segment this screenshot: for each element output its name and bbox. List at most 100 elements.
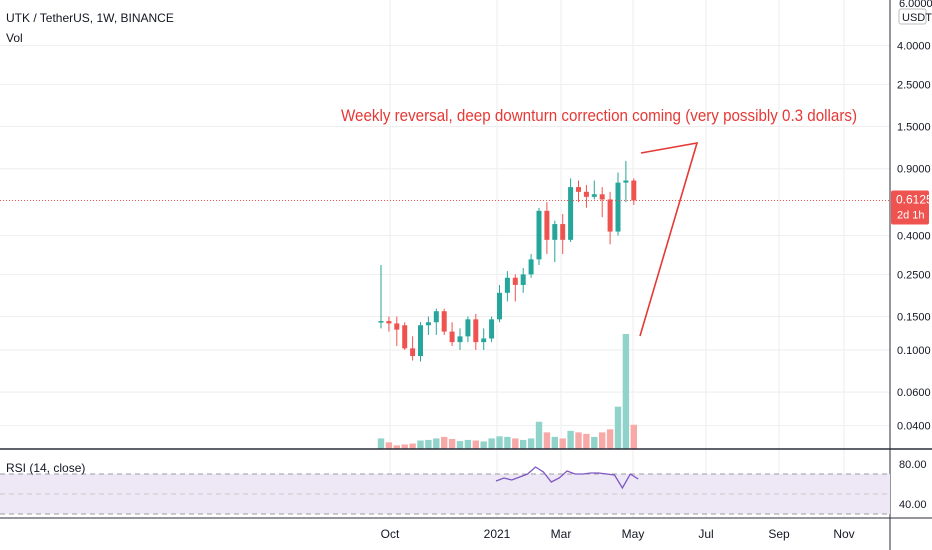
price-tick: 1.5000 xyxy=(897,122,931,134)
volume-bar xyxy=(480,441,487,449)
symbol-title: UTK / TetherUS, 1W, BINANCE xyxy=(6,11,174,25)
volume-bar xyxy=(488,438,495,449)
volume-bar xyxy=(512,438,519,449)
annotation-line xyxy=(639,141,699,337)
volume-bar xyxy=(614,406,622,449)
time-tick: Jul xyxy=(698,527,713,541)
last-price-badge xyxy=(891,190,929,225)
candle-body xyxy=(623,180,629,183)
candle-body xyxy=(497,292,502,320)
volume-bar xyxy=(575,432,582,449)
time-tick: Mar xyxy=(551,527,572,541)
price-tick: 0.0400 xyxy=(897,421,931,433)
volume-bar xyxy=(464,439,472,449)
volume-bar xyxy=(535,421,543,449)
price-tick: 0.1000 xyxy=(897,345,931,357)
candle-body xyxy=(504,277,510,293)
candle-body xyxy=(481,338,487,343)
volume-bar xyxy=(551,436,558,449)
volume-bar xyxy=(385,442,393,449)
candle-body xyxy=(441,311,447,332)
volume-bar xyxy=(583,433,590,449)
volume-bar xyxy=(567,430,574,449)
candle-body xyxy=(425,322,431,326)
candle-body xyxy=(465,319,471,337)
time-tick: 2021 xyxy=(484,527,511,541)
candle-body xyxy=(489,319,495,339)
price-tick: 0.9000 xyxy=(897,164,931,176)
volume-bar xyxy=(377,438,385,449)
volume-bar xyxy=(448,439,456,449)
candle-body xyxy=(583,191,589,197)
volume-bar xyxy=(456,441,464,449)
unit-badge xyxy=(898,8,927,25)
time-tick: May xyxy=(622,527,645,541)
time-tick: Oct xyxy=(381,527,400,541)
price-tick: 4.0000 xyxy=(897,41,931,53)
candle-body xyxy=(402,325,408,349)
volume-bar xyxy=(425,439,432,449)
rsi-tick: 80.00 xyxy=(899,459,927,471)
volume-bar xyxy=(401,444,408,449)
price-axis[interactable]: 4.0000 2.5000 1.5000 0.9000 0.4000 0.2500 0.15… xyxy=(897,41,931,433)
candle-body xyxy=(520,274,526,285)
volume-label: Vol xyxy=(6,31,23,45)
price-tick: 2.5000 xyxy=(897,79,931,91)
volume-bar xyxy=(591,436,598,449)
volume-bar xyxy=(622,334,630,449)
candle-body xyxy=(552,224,558,240)
candle-body xyxy=(457,336,463,343)
volume-bar xyxy=(599,432,606,449)
price-tick: 0.1500 xyxy=(897,312,931,324)
candles xyxy=(378,160,637,362)
price-axis-top-label: 6.0000 xyxy=(899,0,932,10)
volume-bar xyxy=(472,440,479,449)
volume-bar xyxy=(496,436,503,449)
volume-bar xyxy=(543,432,551,449)
time-tick: Nov xyxy=(833,527,854,541)
bar-countdown: 2d 1h xyxy=(897,209,925,221)
rsi-tick: 40.00 xyxy=(899,499,927,511)
candle-body xyxy=(512,277,518,285)
candle-body xyxy=(378,321,384,323)
unit-label: USDT xyxy=(902,12,932,24)
volume-bar xyxy=(630,424,637,449)
volume-bar xyxy=(409,443,416,449)
price-tick: 0.2500 xyxy=(897,269,931,281)
volume-bar xyxy=(393,445,400,449)
annotation-text: Weekly reversal, deep downturn correctio… xyxy=(341,106,857,125)
volume-bar xyxy=(504,436,511,449)
candle-body xyxy=(615,182,621,232)
price-tick: 0.4000 xyxy=(897,231,931,243)
volume-bars xyxy=(377,334,637,449)
candle-body xyxy=(599,194,605,200)
candle-body xyxy=(386,321,392,324)
time-tick: Sep xyxy=(768,527,790,541)
candle-body xyxy=(394,323,400,330)
volume-bar xyxy=(441,436,448,449)
candle-body xyxy=(473,319,479,343)
volume-bar xyxy=(520,439,527,449)
candle-body xyxy=(536,210,542,260)
time-axis[interactable]: Oct 2021 Mar May Jul Sep Nov xyxy=(381,527,855,541)
candle-body xyxy=(591,194,597,197)
last-price-value: 0.6125 xyxy=(896,192,932,206)
volume-bar xyxy=(527,438,535,449)
candle-body xyxy=(544,210,550,240)
candle-body xyxy=(576,187,581,192)
candle-body xyxy=(568,187,574,240)
candle-body xyxy=(410,348,416,356)
candle-body xyxy=(433,311,439,323)
candle-body xyxy=(607,199,613,232)
candle-body xyxy=(528,259,534,275)
rsi-label[interactable]: RSI (14, close) xyxy=(6,461,85,475)
candle-body xyxy=(631,180,637,201)
candle-body xyxy=(560,224,566,240)
rsi-axis: 80.00 40.00 xyxy=(899,459,927,511)
volume-bar xyxy=(606,429,614,449)
volume-bar xyxy=(433,438,440,449)
candle-body xyxy=(449,331,455,343)
volume-bar xyxy=(559,438,566,449)
price-tick: 0.0600 xyxy=(897,387,931,399)
